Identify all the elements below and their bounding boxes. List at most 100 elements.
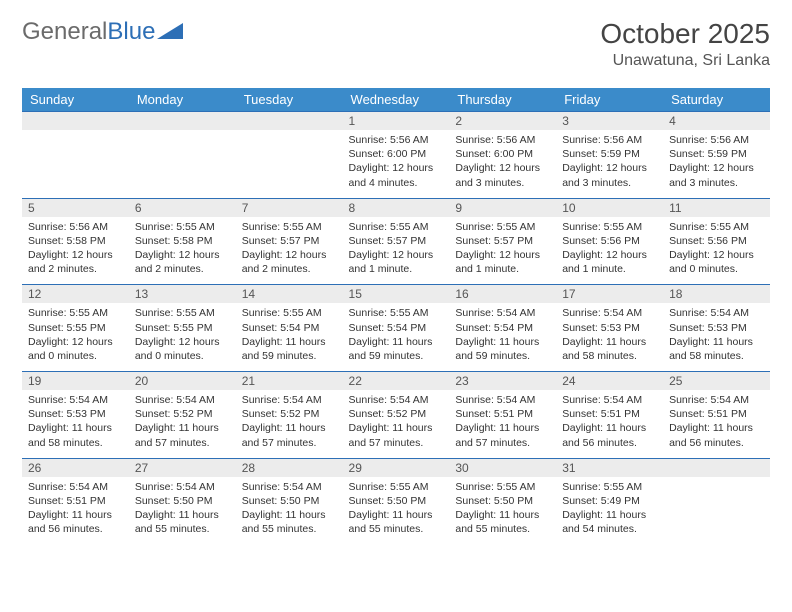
calendar-day-cell: 21Sunrise: 5:54 AMSunset: 5:52 PMDayligh… bbox=[236, 372, 343, 459]
day-number: 11 bbox=[663, 199, 770, 217]
day-details: Sunrise: 5:56 AMSunset: 5:59 PMDaylight:… bbox=[663, 130, 770, 198]
calendar-day-cell: 8Sunrise: 5:55 AMSunset: 5:57 PMDaylight… bbox=[343, 198, 450, 285]
day-details: Sunrise: 5:55 AMSunset: 5:49 PMDaylight:… bbox=[556, 477, 663, 545]
day-number bbox=[22, 112, 129, 130]
calendar-day-cell: 31Sunrise: 5:55 AMSunset: 5:49 PMDayligh… bbox=[556, 458, 663, 544]
day-details: Sunrise: 5:54 AMSunset: 5:50 PMDaylight:… bbox=[236, 477, 343, 545]
calendar-day-cell: 18Sunrise: 5:54 AMSunset: 5:53 PMDayligh… bbox=[663, 285, 770, 372]
logo-text-blue: Blue bbox=[107, 18, 155, 46]
day-number: 31 bbox=[556, 459, 663, 477]
day-number: 26 bbox=[22, 459, 129, 477]
calendar-day-cell: 1Sunrise: 5:56 AMSunset: 6:00 PMDaylight… bbox=[343, 112, 450, 199]
day-number: 27 bbox=[129, 459, 236, 477]
day-number: 16 bbox=[449, 285, 556, 303]
day-number: 15 bbox=[343, 285, 450, 303]
calendar-day-cell: 27Sunrise: 5:54 AMSunset: 5:50 PMDayligh… bbox=[129, 458, 236, 544]
calendar-day-cell: 30Sunrise: 5:55 AMSunset: 5:50 PMDayligh… bbox=[449, 458, 556, 544]
day-number: 4 bbox=[663, 112, 770, 130]
day-number: 3 bbox=[556, 112, 663, 130]
day-details: Sunrise: 5:55 AMSunset: 5:55 PMDaylight:… bbox=[129, 303, 236, 371]
day-number: 28 bbox=[236, 459, 343, 477]
day-details: Sunrise: 5:54 AMSunset: 5:53 PMDaylight:… bbox=[556, 303, 663, 371]
day-details: Sunrise: 5:55 AMSunset: 5:54 PMDaylight:… bbox=[236, 303, 343, 371]
day-details: Sunrise: 5:56 AMSunset: 5:58 PMDaylight:… bbox=[22, 217, 129, 285]
day-number: 10 bbox=[556, 199, 663, 217]
day-details: Sunrise: 5:56 AMSunset: 6:00 PMDaylight:… bbox=[449, 130, 556, 198]
calendar-day-cell: 25Sunrise: 5:54 AMSunset: 5:51 PMDayligh… bbox=[663, 372, 770, 459]
day-number: 18 bbox=[663, 285, 770, 303]
calendar-day-cell: 3Sunrise: 5:56 AMSunset: 5:59 PMDaylight… bbox=[556, 112, 663, 199]
day-details: Sunrise: 5:55 AMSunset: 5:58 PMDaylight:… bbox=[129, 217, 236, 285]
calendar-day-cell bbox=[663, 458, 770, 544]
brand-logo: GeneralBlue bbox=[22, 18, 183, 46]
day-number: 29 bbox=[343, 459, 450, 477]
day-details: Sunrise: 5:54 AMSunset: 5:52 PMDaylight:… bbox=[343, 390, 450, 458]
day-number: 20 bbox=[129, 372, 236, 390]
day-details: Sunrise: 5:54 AMSunset: 5:50 PMDaylight:… bbox=[129, 477, 236, 545]
calendar-week-row: 19Sunrise: 5:54 AMSunset: 5:53 PMDayligh… bbox=[22, 372, 770, 459]
day-details: Sunrise: 5:54 AMSunset: 5:53 PMDaylight:… bbox=[22, 390, 129, 458]
weekday-tuesday: Tuesday bbox=[236, 88, 343, 112]
day-number: 19 bbox=[22, 372, 129, 390]
title-block: October 2025 Unawatuna, Sri Lanka bbox=[600, 18, 770, 70]
logo-triangle-icon bbox=[157, 18, 183, 46]
day-number: 24 bbox=[556, 372, 663, 390]
calendar-day-cell: 2Sunrise: 5:56 AMSunset: 6:00 PMDaylight… bbox=[449, 112, 556, 199]
calendar-week-row: 26Sunrise: 5:54 AMSunset: 5:51 PMDayligh… bbox=[22, 458, 770, 544]
calendar-day-cell: 23Sunrise: 5:54 AMSunset: 5:51 PMDayligh… bbox=[449, 372, 556, 459]
day-number: 17 bbox=[556, 285, 663, 303]
calendar-day-cell: 14Sunrise: 5:55 AMSunset: 5:54 PMDayligh… bbox=[236, 285, 343, 372]
calendar-day-cell: 9Sunrise: 5:55 AMSunset: 5:57 PMDaylight… bbox=[449, 198, 556, 285]
weekday-friday: Friday bbox=[556, 88, 663, 112]
calendar-day-cell: 12Sunrise: 5:55 AMSunset: 5:55 PMDayligh… bbox=[22, 285, 129, 372]
day-details: Sunrise: 5:55 AMSunset: 5:57 PMDaylight:… bbox=[343, 217, 450, 285]
day-details: Sunrise: 5:54 AMSunset: 5:53 PMDaylight:… bbox=[663, 303, 770, 371]
weekday-sunday: Sunday bbox=[22, 88, 129, 112]
day-details: Sunrise: 5:54 AMSunset: 5:51 PMDaylight:… bbox=[22, 477, 129, 545]
weekday-monday: Monday bbox=[129, 88, 236, 112]
day-details: Sunrise: 5:54 AMSunset: 5:51 PMDaylight:… bbox=[556, 390, 663, 458]
day-details: Sunrise: 5:55 AMSunset: 5:55 PMDaylight:… bbox=[22, 303, 129, 371]
day-number: 2 bbox=[449, 112, 556, 130]
day-number: 6 bbox=[129, 199, 236, 217]
weekday-header-row: Sunday Monday Tuesday Wednesday Thursday… bbox=[22, 88, 770, 112]
day-number: 5 bbox=[22, 199, 129, 217]
day-details: Sunrise: 5:55 AMSunset: 5:57 PMDaylight:… bbox=[449, 217, 556, 285]
calendar-day-cell: 28Sunrise: 5:54 AMSunset: 5:50 PMDayligh… bbox=[236, 458, 343, 544]
day-details: Sunrise: 5:54 AMSunset: 5:52 PMDaylight:… bbox=[236, 390, 343, 458]
calendar-day-cell: 16Sunrise: 5:54 AMSunset: 5:54 PMDayligh… bbox=[449, 285, 556, 372]
day-details: Sunrise: 5:54 AMSunset: 5:51 PMDaylight:… bbox=[663, 390, 770, 458]
weekday-wednesday: Wednesday bbox=[343, 88, 450, 112]
weekday-thursday: Thursday bbox=[449, 88, 556, 112]
day-details: Sunrise: 5:55 AMSunset: 5:56 PMDaylight:… bbox=[663, 217, 770, 285]
day-details: Sunrise: 5:56 AMSunset: 6:00 PMDaylight:… bbox=[343, 130, 450, 198]
calendar-day-cell: 19Sunrise: 5:54 AMSunset: 5:53 PMDayligh… bbox=[22, 372, 129, 459]
day-number: 23 bbox=[449, 372, 556, 390]
calendar-day-cell: 22Sunrise: 5:54 AMSunset: 5:52 PMDayligh… bbox=[343, 372, 450, 459]
calendar-day-cell bbox=[129, 112, 236, 199]
day-details: Sunrise: 5:55 AMSunset: 5:50 PMDaylight:… bbox=[449, 477, 556, 545]
day-details: Sunrise: 5:55 AMSunset: 5:54 PMDaylight:… bbox=[343, 303, 450, 371]
month-title: October 2025 bbox=[600, 18, 770, 50]
day-details: Sunrise: 5:55 AMSunset: 5:50 PMDaylight:… bbox=[343, 477, 450, 545]
day-number: 22 bbox=[343, 372, 450, 390]
day-number: 21 bbox=[236, 372, 343, 390]
day-number: 7 bbox=[236, 199, 343, 217]
calendar-day-cell: 5Sunrise: 5:56 AMSunset: 5:58 PMDaylight… bbox=[22, 198, 129, 285]
calendar-day-cell: 11Sunrise: 5:55 AMSunset: 5:56 PMDayligh… bbox=[663, 198, 770, 285]
calendar-day-cell: 13Sunrise: 5:55 AMSunset: 5:55 PMDayligh… bbox=[129, 285, 236, 372]
day-number: 14 bbox=[236, 285, 343, 303]
day-number: 30 bbox=[449, 459, 556, 477]
day-details: Sunrise: 5:56 AMSunset: 5:59 PMDaylight:… bbox=[556, 130, 663, 198]
calendar-week-row: 12Sunrise: 5:55 AMSunset: 5:55 PMDayligh… bbox=[22, 285, 770, 372]
calendar-day-cell bbox=[236, 112, 343, 199]
weekday-saturday: Saturday bbox=[663, 88, 770, 112]
calendar-day-cell: 7Sunrise: 5:55 AMSunset: 5:57 PMDaylight… bbox=[236, 198, 343, 285]
calendar-week-row: 5Sunrise: 5:56 AMSunset: 5:58 PMDaylight… bbox=[22, 198, 770, 285]
day-number bbox=[663, 459, 770, 477]
day-number: 25 bbox=[663, 372, 770, 390]
day-number: 9 bbox=[449, 199, 556, 217]
day-number bbox=[129, 112, 236, 130]
day-number bbox=[236, 112, 343, 130]
calendar-day-cell: 6Sunrise: 5:55 AMSunset: 5:58 PMDaylight… bbox=[129, 198, 236, 285]
